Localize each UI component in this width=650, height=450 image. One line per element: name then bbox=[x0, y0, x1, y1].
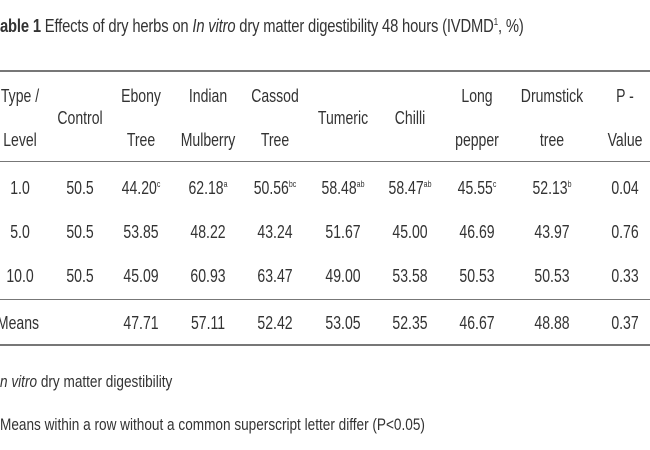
row2-control: 50.5 bbox=[66, 222, 94, 242]
header-pvalue-1: P - bbox=[616, 86, 634, 106]
row1-ebony: 44.20c bbox=[121, 178, 161, 198]
footnote-2: Means within a row without a common supe… bbox=[0, 415, 425, 434]
row1-level: 1.0 bbox=[10, 178, 30, 198]
row3-tumeric: 49.00 bbox=[325, 266, 361, 286]
row2-long: 46.69 bbox=[459, 222, 495, 242]
row2-drumstick: 43.97 bbox=[534, 222, 570, 242]
row3-drumstick: 50.53 bbox=[534, 266, 570, 286]
header-pvalue-2: Value bbox=[607, 130, 643, 150]
row3-control: 50.5 bbox=[66, 266, 94, 286]
row3-cassod: 63.47 bbox=[257, 266, 293, 286]
header-type-level-2: Level bbox=[3, 130, 37, 150]
row1-control: 50.5 bbox=[66, 178, 94, 198]
header-drumstick-2: tree bbox=[539, 130, 565, 150]
row2-chilli: 45.00 bbox=[392, 222, 428, 242]
means-label: Means bbox=[0, 313, 40, 333]
header-cassod-2: Tree bbox=[260, 130, 290, 150]
header-long-2: pepper bbox=[455, 130, 499, 150]
means-pvalue: 0.37 bbox=[611, 313, 639, 333]
row2-ebony: 53.85 bbox=[123, 222, 159, 242]
table-caption: able 1 Effects of dry herbs on In vitro … bbox=[0, 16, 524, 37]
row2-cassod: 43.24 bbox=[257, 222, 293, 242]
footnote-1: n vitro dry matter digestibility bbox=[0, 372, 172, 392]
footnote-1-text: dry matter digestibility bbox=[37, 372, 173, 391]
row2-pvalue: 0.76 bbox=[611, 222, 639, 242]
caption-italic: In vitro bbox=[192, 16, 236, 36]
means-indian: 57.11 bbox=[190, 313, 226, 333]
row2-indian: 48.22 bbox=[190, 222, 226, 242]
means-chilli: 52.35 bbox=[392, 313, 428, 333]
row3-long: 50.53 bbox=[459, 266, 495, 286]
means-tumeric: 53.05 bbox=[325, 313, 361, 333]
footnote-1-italic: n vitro bbox=[0, 372, 38, 391]
header-type-level-1: Type / bbox=[0, 86, 40, 106]
means-long: 46.67 bbox=[459, 313, 495, 333]
header-ebony-2: Tree bbox=[126, 130, 156, 150]
header-bottom-rule bbox=[0, 161, 650, 162]
row3-indian: 60.93 bbox=[190, 266, 226, 286]
row1-pvalue: 0.04 bbox=[611, 178, 639, 198]
means-cassod: 52.42 bbox=[257, 313, 293, 333]
header-cassod-1: Cassod bbox=[251, 86, 299, 106]
caption-text-3: , %) bbox=[497, 16, 524, 36]
row1-indian: 62.18a bbox=[188, 178, 228, 198]
row3-chilli: 53.58 bbox=[392, 266, 428, 286]
header-chilli: Chilli bbox=[394, 108, 426, 128]
row2-tumeric: 51.67 bbox=[325, 222, 361, 242]
caption-text-2: dry matter digestibility 48 hours (IVDMD bbox=[235, 16, 494, 36]
caption-superscript: 1 bbox=[493, 17, 499, 28]
table-top-rule bbox=[0, 70, 650, 72]
table-bottom-rule bbox=[0, 344, 650, 346]
row2-level: 5.0 bbox=[10, 222, 30, 242]
header-drumstick-1: Drumstick bbox=[520, 86, 584, 106]
header-tumeric: Tumeric bbox=[317, 108, 369, 128]
row3-pvalue: 0.33 bbox=[611, 266, 639, 286]
header-indian-2: Mulberry bbox=[180, 130, 236, 150]
means-top-rule bbox=[0, 299, 650, 300]
row1-cassod: 50.56bc bbox=[253, 178, 297, 198]
row3-level: 10.0 bbox=[6, 266, 34, 286]
header-long-1: Long bbox=[461, 86, 493, 106]
header-ebony-1: Ebony bbox=[121, 86, 161, 106]
row1-drumstick: 52.13b bbox=[532, 178, 572, 198]
row1-tumeric: 58.48ab bbox=[321, 178, 365, 198]
table-label: able 1 bbox=[0, 16, 41, 36]
means-drumstick: 48.88 bbox=[534, 313, 570, 333]
row3-ebony: 45.09 bbox=[123, 266, 159, 286]
header-indian-1: Indian bbox=[188, 86, 228, 106]
header-control: Control bbox=[57, 108, 103, 128]
row1-long: 45.55c bbox=[457, 178, 497, 198]
means-ebony: 47.71 bbox=[123, 313, 159, 333]
row1-chilli: 58.47ab bbox=[388, 178, 432, 198]
caption-text-1: Effects of dry herbs on bbox=[40, 16, 193, 36]
